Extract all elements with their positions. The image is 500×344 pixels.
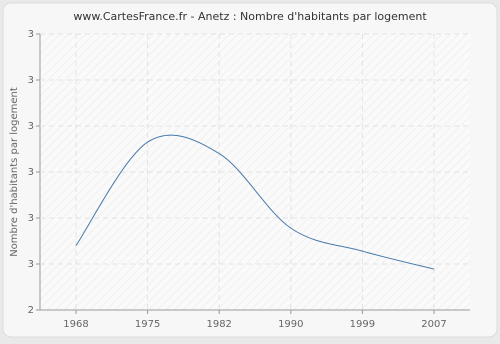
y-axis-label: Nombre d'habitants par logement bbox=[9, 87, 20, 257]
y-tick-label: 3 bbox=[28, 121, 34, 132]
y-tick-label: 3 bbox=[28, 75, 34, 86]
x-tick-label: 2007 bbox=[421, 319, 446, 330]
chart-title: www.CartesFrance.fr - Anetz : Nombre d'h… bbox=[73, 10, 427, 23]
plot-area bbox=[40, 34, 470, 310]
y-tick-label: 3 bbox=[28, 167, 34, 178]
x-tick-label: 1999 bbox=[350, 319, 375, 330]
x-tick-label: 1990 bbox=[278, 319, 303, 330]
x-tick-label: 1975 bbox=[135, 319, 160, 330]
data-line bbox=[75, 134, 435, 270]
y-tick-label: 3 bbox=[28, 213, 34, 224]
y-tick-label: 3 bbox=[28, 259, 34, 270]
x-tick-label: 1982 bbox=[206, 319, 231, 330]
x-tick-label: 1968 bbox=[63, 319, 88, 330]
y-tick-label: 2 bbox=[28, 305, 34, 316]
y-tick-label: 3 bbox=[28, 29, 34, 40]
